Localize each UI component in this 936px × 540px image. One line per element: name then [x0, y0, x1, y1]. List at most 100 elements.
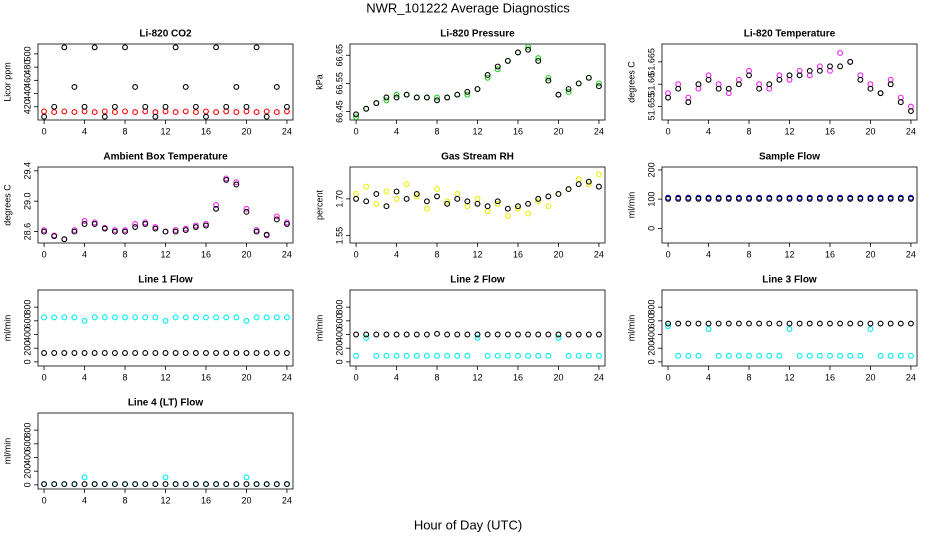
point: [81, 317, 88, 324]
point: [685, 99, 692, 106]
point: [81, 103, 88, 110]
point: [897, 352, 904, 359]
point: [474, 334, 481, 341]
x-tick-label: 24: [906, 126, 916, 136]
y-tick-label: 200: [22, 341, 32, 356]
point: [101, 113, 108, 120]
point: [454, 352, 461, 359]
y-axis-label: ml/min: [626, 315, 636, 342]
point: [233, 481, 240, 488]
y-tick-label: 51.655: [646, 93, 656, 121]
point: [403, 91, 410, 98]
point: [393, 195, 400, 202]
y-tick-label: 800: [646, 300, 656, 315]
point: [887, 352, 894, 359]
point: [585, 331, 592, 338]
y-axis-label: ml/min: [2, 438, 12, 465]
point: [494, 66, 501, 73]
point: [535, 331, 542, 338]
point: [695, 320, 702, 327]
point: [776, 76, 783, 83]
point: [857, 320, 864, 327]
point: [273, 481, 280, 488]
point: [857, 76, 864, 83]
point: [545, 203, 552, 210]
x-tick-label: 16: [201, 249, 211, 259]
point: [132, 224, 139, 230]
point: [353, 111, 360, 118]
y-tick-label: 0: [646, 359, 656, 364]
point: [101, 481, 108, 488]
point: [837, 49, 844, 56]
point: [393, 91, 400, 98]
point: [897, 99, 904, 106]
point: [454, 195, 461, 202]
point: [81, 218, 88, 224]
point: [535, 198, 542, 205]
point: [383, 203, 390, 210]
x-tick-label: 12: [160, 249, 170, 259]
point: [827, 63, 833, 70]
point: [413, 193, 420, 200]
point: [806, 320, 813, 327]
x-tick-label: 16: [513, 126, 523, 136]
x-tick-label: 12: [160, 495, 170, 505]
point: [111, 314, 118, 321]
point: [464, 88, 471, 95]
point: [525, 46, 532, 53]
point: [172, 314, 179, 321]
point: [444, 200, 451, 207]
point: [575, 181, 582, 188]
x-tick-label: 12: [160, 372, 170, 382]
panel-title: Gas Stream RH: [441, 152, 514, 163]
x-tick-label: 20: [241, 249, 251, 259]
point: [695, 81, 702, 88]
point: [182, 350, 189, 356]
point: [182, 84, 189, 90]
x-tick-label: 4: [82, 495, 87, 505]
point: [162, 317, 169, 324]
point: [565, 88, 572, 95]
point: [535, 352, 542, 359]
point: [525, 43, 532, 50]
point: [253, 109, 260, 116]
point: [353, 195, 360, 202]
y-tick-label: 200: [646, 341, 656, 356]
point: [363, 334, 370, 341]
point: [223, 103, 230, 110]
point: [243, 208, 250, 215]
x-tick-label: 0: [42, 249, 47, 259]
point: [705, 195, 712, 202]
point: [665, 323, 672, 330]
point: [192, 109, 199, 116]
point: [203, 113, 209, 120]
point: [253, 481, 260, 488]
point: [273, 216, 280, 223]
point: [111, 350, 118, 356]
x-tick-label: 4: [706, 126, 711, 136]
x-tick-label: 4: [394, 126, 399, 136]
panel-title: Li-820 Pressure: [440, 29, 515, 40]
point: [243, 103, 250, 110]
point: [122, 108, 128, 115]
point: [715, 352, 722, 359]
point: [213, 202, 220, 208]
point: [776, 195, 783, 202]
point: [203, 481, 209, 488]
point: [494, 198, 501, 205]
point: [101, 350, 108, 356]
point: [746, 352, 752, 359]
point: [132, 109, 139, 116]
point: [71, 228, 78, 235]
point: [182, 481, 189, 488]
point: [223, 350, 230, 356]
point: [253, 228, 260, 235]
x-tick-label: 12: [472, 372, 482, 382]
point: [535, 57, 542, 64]
point: [142, 481, 149, 488]
point: [263, 108, 270, 115]
point: [786, 320, 793, 327]
y-tick-label: 500: [22, 46, 32, 61]
point: [434, 97, 440, 104]
x-tick-label: 4: [394, 249, 399, 259]
